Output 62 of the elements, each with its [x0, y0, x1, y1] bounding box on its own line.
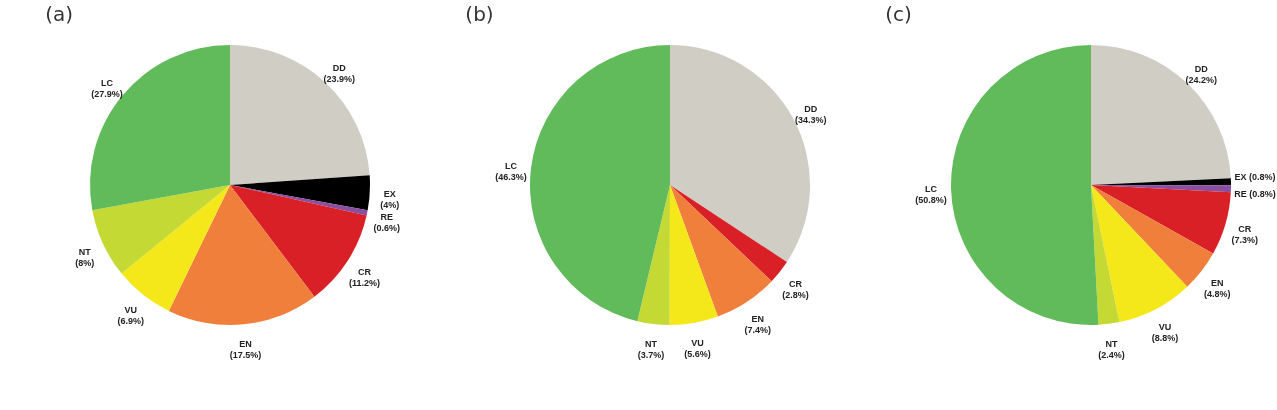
slice-label: DD: [804, 104, 818, 115]
pie-slice: [951, 45, 1099, 325]
pie-slice: [530, 45, 670, 322]
slice-label: EX (0.8%): [1234, 171, 1276, 182]
chart-title: (b): [465, 2, 494, 26]
pie-slice: [230, 175, 370, 211]
data-label: (8%): [75, 258, 95, 269]
chart-title: (c): [885, 2, 912, 26]
pie-slice: [670, 185, 772, 317]
data-label: (4.8%): [1203, 289, 1231, 300]
data-label: (5.6%): [684, 348, 711, 359]
slice-label: EN: [239, 339, 252, 350]
data-label: (4%): [380, 200, 400, 211]
slice-label: EX: [383, 189, 396, 200]
slice-label: VU: [691, 337, 704, 348]
slice-label: RE (0.8%): [1234, 188, 1276, 199]
slice-label: LC: [505, 161, 518, 172]
slice-label: EN: [1210, 278, 1224, 289]
pie-slice: [1091, 185, 1231, 254]
pie-slice: [90, 45, 230, 211]
data-label: (24.2%): [1185, 75, 1218, 86]
slice-label: NT: [1105, 338, 1119, 349]
pie-slice: [230, 185, 368, 216]
pie-slice: [1091, 185, 1188, 323]
pie-slice: [168, 185, 315, 325]
data-label: (0.6%): [373, 222, 401, 233]
slice-label: EN: [751, 313, 765, 324]
slice-label: CR: [1238, 224, 1252, 235]
slice-label: DD: [1194, 64, 1209, 75]
data-label: (34.3%): [795, 115, 827, 126]
data-label: (2.8%): [782, 290, 809, 301]
slice-label: RE: [380, 211, 394, 222]
slice-label: VU: [1158, 321, 1172, 332]
pie-slice: [669, 185, 718, 325]
slice-label: VU: [124, 305, 138, 316]
slice-label: CR: [788, 279, 803, 290]
slice-label: LC: [925, 184, 938, 195]
data-label: (17.5%): [229, 350, 262, 361]
data-label: (7.3%): [1231, 235, 1258, 246]
pie-slice: [1091, 185, 1120, 325]
data-label: (2.4%): [1098, 349, 1125, 360]
data-label: (23.9%): [323, 74, 355, 85]
data-label: (3.7%): [637, 349, 665, 360]
data-label: (11.2%): [349, 277, 381, 288]
slice-label: NT: [78, 247, 92, 258]
pie-slice: [1091, 45, 1231, 185]
slice-label: CR: [358, 266, 372, 277]
pie-slice: [121, 185, 230, 311]
data-label: (7.4%): [744, 324, 772, 335]
pie-slice: [230, 45, 370, 185]
data-label: (27.9%): [91, 88, 123, 99]
pie-slice: [92, 185, 230, 274]
slice-label: NT: [644, 338, 658, 349]
pie-slice: [670, 185, 787, 282]
slice-label: LC: [101, 77, 114, 88]
chart-title: (a): [45, 2, 74, 26]
data-label: (8.8%): [1151, 332, 1179, 343]
slice-label: DD: [332, 63, 347, 74]
data-label: (46.3%): [495, 172, 527, 183]
pie-slice: [637, 185, 670, 325]
data-label: (50.8%): [915, 195, 947, 206]
data-label: (6.9%): [117, 316, 145, 327]
